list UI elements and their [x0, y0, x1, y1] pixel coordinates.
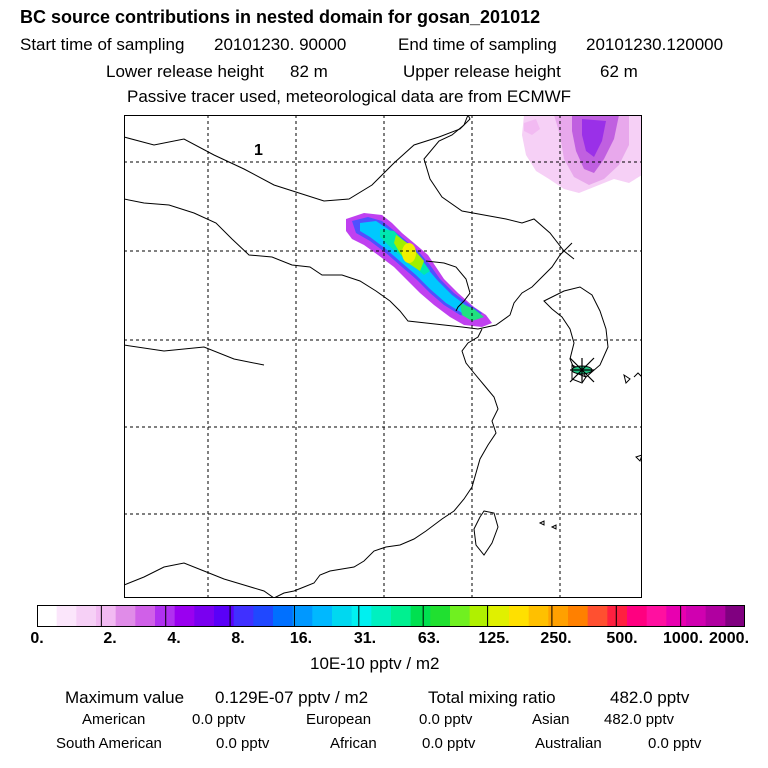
region-name: European	[306, 711, 372, 728]
colorbar-segment	[312, 605, 333, 627]
end-time-value: 20101230.120000	[586, 35, 724, 54]
colorbar-segment	[332, 605, 353, 627]
region-name: Australian	[535, 735, 602, 752]
colorbar-tick-label: 8.	[231, 630, 245, 647]
max-value: 0.129E-07 pptv / m2	[215, 688, 369, 707]
colorbar-segment	[37, 605, 58, 627]
concentration-plume	[346, 213, 492, 327]
colorbar-segment	[528, 605, 549, 627]
colorbar-segment	[450, 605, 471, 627]
colorbar-tick-label: 2.	[103, 630, 117, 647]
colorbar-segment	[214, 605, 235, 627]
lower-height-value: 82 m	[290, 62, 328, 81]
colorbar-tick-label: 31.	[353, 630, 377, 647]
colorbar-segment	[666, 605, 687, 627]
colorbar-tick-label: 2000.	[708, 630, 750, 647]
colorbar-segment	[646, 605, 667, 627]
end-time-label: End time of sampling	[398, 35, 557, 54]
colorbar	[37, 605, 745, 627]
colorbar-segment	[371, 605, 392, 627]
colorbar-tick-label: 0.	[30, 630, 44, 647]
region-value: 0.0 pptv	[422, 735, 476, 752]
map-frame	[124, 115, 642, 598]
colorbar-tick-label: 1000.	[662, 630, 704, 647]
colorbar-tick-label: 500.	[606, 630, 638, 647]
colorbar-segment	[548, 605, 569, 627]
tracer-note: Passive tracer used, meteorological data…	[127, 87, 572, 106]
colorbar-segment	[56, 605, 77, 627]
colorbar-tick-label: 16.	[289, 630, 313, 647]
start-time-value: 20101230. 90000	[214, 35, 347, 54]
colorbar-segment	[391, 605, 412, 627]
plot-title: BC source contributions in nested domain…	[20, 7, 541, 27]
colorbar-segment	[705, 605, 726, 627]
region-name: African	[330, 735, 377, 752]
colorbar-segment	[233, 605, 254, 627]
lat-lon-grid	[124, 115, 642, 598]
colorbar-segment	[686, 605, 707, 627]
colorbar-segment	[430, 605, 451, 627]
region-value: 0.0 pptv	[192, 711, 246, 728]
colorbar-segment	[410, 605, 431, 627]
colorbar-segment	[469, 605, 490, 627]
panel-number: 1	[254, 142, 263, 159]
colorbar-segment	[627, 605, 648, 627]
colorbar-segment	[489, 605, 510, 627]
colorbar-segment	[568, 605, 589, 627]
colorbar-segment	[292, 605, 313, 627]
colorbar-segment	[135, 605, 156, 627]
receptor-marker	[569, 357, 595, 383]
total-mixing-label: Total mixing ratio	[428, 688, 556, 707]
lower-height-label: Lower release height	[106, 62, 264, 81]
colorbar-segment	[155, 605, 176, 627]
region-name: Asian	[532, 711, 570, 728]
colorbar-tick-label: 125.	[478, 630, 510, 647]
colorbar-segment	[174, 605, 195, 627]
colorbar-segment	[96, 605, 117, 627]
total-mixing-value: 482.0 pptv	[610, 688, 690, 707]
region-value: 0.0 pptv	[216, 735, 270, 752]
region-value: 482.0 pptv	[604, 711, 675, 728]
low-concentration-area	[522, 115, 642, 193]
colorbar-segment	[253, 605, 274, 627]
region-value: 0.0 pptv	[419, 711, 473, 728]
start-time-label: Start time of sampling	[20, 35, 185, 54]
colorbar-segment	[115, 605, 136, 627]
region-name: South American	[56, 735, 162, 752]
colorbar-segment	[76, 605, 97, 627]
max-value-label: Maximum value	[65, 688, 185, 707]
colorbar-segment	[587, 605, 608, 627]
colorbar-frame	[37, 605, 745, 627]
colorbar-tick-label: 250.	[540, 630, 572, 647]
colorbar-segment	[725, 605, 745, 627]
colorbar-segment	[509, 605, 530, 627]
upper-height-label: Upper release height	[403, 62, 561, 81]
colorbar-segment	[273, 605, 294, 627]
colorbar-tick-label: 4.	[167, 630, 181, 647]
region-value: 0.0 pptv	[648, 735, 702, 752]
upper-height-value: 62 m	[600, 62, 638, 81]
colorbar-segment	[607, 605, 628, 627]
colorbar-unit: 10E-10 pptv / m2	[310, 654, 440, 673]
colorbar-segment	[351, 605, 372, 627]
colorbar-segment	[194, 605, 215, 627]
colorbar-tick-label: 63.	[417, 630, 441, 647]
map-panel: 1	[124, 115, 642, 598]
region-name: American	[82, 711, 146, 728]
